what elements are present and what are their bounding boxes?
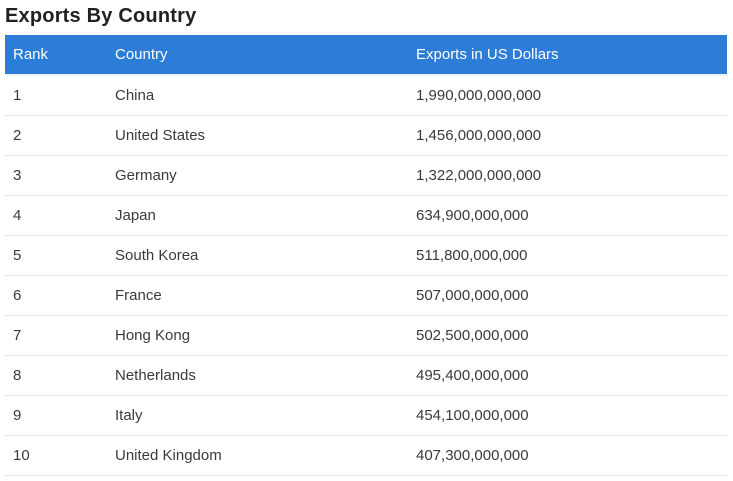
- column-header-rank: Rank: [5, 35, 107, 75]
- table-row: 4 Japan 634,900,000,000: [5, 195, 727, 236]
- exports-cell: 634,900,000,000: [408, 195, 727, 236]
- column-header-exports: Exports in US Dollars: [408, 35, 727, 75]
- table-header: Rank Country Exports in US Dollars: [5, 35, 727, 75]
- country-cell: Netherlands: [107, 355, 408, 396]
- page-title: Exports By Country: [5, 5, 197, 27]
- rank-cell: 10: [5, 435, 107, 476]
- country-cell: China: [107, 75, 408, 116]
- table-row: 3 Germany 1,322,000,000,000: [5, 155, 727, 196]
- table-row: 10 United Kingdom 407,300,000,000: [5, 435, 727, 476]
- exports-cell: 507,000,000,000: [408, 275, 727, 316]
- rank-cell: 2: [5, 115, 107, 156]
- exports-cell: 1,456,000,000,000: [408, 115, 727, 156]
- exports-cell: 454,100,000,000: [408, 395, 727, 436]
- exports-cell: 1,990,000,000,000: [408, 75, 727, 116]
- table-row: 1 China 1,990,000,000,000: [5, 75, 727, 116]
- rank-cell: 8: [5, 355, 107, 396]
- country-cell: Italy: [107, 395, 408, 436]
- header-row: Rank Country Exports in US Dollars: [5, 35, 727, 75]
- rank-cell: 4: [5, 195, 107, 236]
- exports-table: Rank Country Exports in US Dollars 1 Chi…: [5, 35, 727, 476]
- table-row: 8 Netherlands 495,400,000,000: [5, 355, 727, 396]
- table-row: 2 United States 1,456,000,000,000: [5, 115, 727, 156]
- table-row: 9 Italy 454,100,000,000: [5, 395, 727, 436]
- rank-cell: 1: [5, 75, 107, 116]
- rank-cell: 9: [5, 395, 107, 436]
- exports-cell: 1,322,000,000,000: [408, 155, 727, 196]
- table-body: 1 China 1,990,000,000,000 2 United State…: [5, 75, 727, 476]
- country-cell: Germany: [107, 155, 408, 196]
- rank-cell: 6: [5, 275, 107, 316]
- exports-cell: 495,400,000,000: [408, 355, 727, 396]
- rank-cell: 5: [5, 235, 107, 276]
- exports-cell: 511,800,000,000: [408, 235, 727, 276]
- country-cell: United States: [107, 115, 408, 156]
- country-cell: Hong Kong: [107, 315, 408, 356]
- rank-cell: 7: [5, 315, 107, 356]
- table-row: 5 South Korea 511,800,000,000: [5, 235, 727, 276]
- country-cell: South Korea: [107, 235, 408, 276]
- exports-cell: 502,500,000,000: [408, 315, 727, 356]
- table-row: 6 France 507,000,000,000: [5, 275, 727, 316]
- rank-cell: 3: [5, 155, 107, 196]
- table-row: 7 Hong Kong 502,500,000,000: [5, 315, 727, 356]
- country-cell: France: [107, 275, 408, 316]
- exports-cell: 407,300,000,000: [408, 435, 727, 476]
- column-header-country: Country: [107, 35, 408, 75]
- country-cell: United Kingdom: [107, 435, 408, 476]
- country-cell: Japan: [107, 195, 408, 236]
